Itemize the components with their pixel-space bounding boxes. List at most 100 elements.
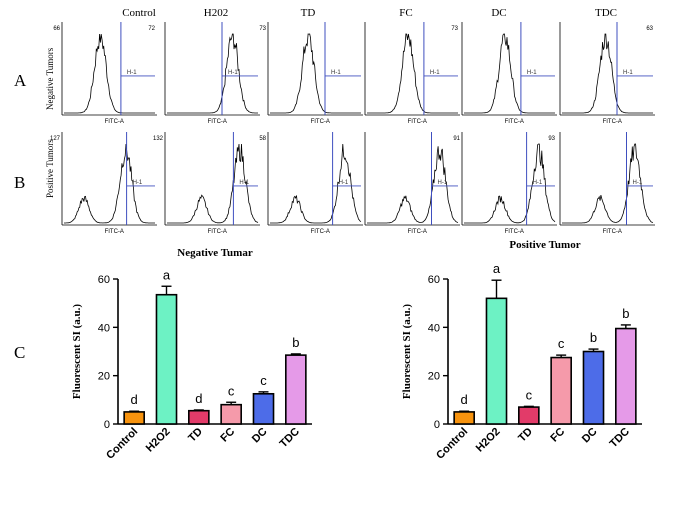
x-tick-label: TDC xyxy=(277,426,302,451)
significance-letter: b xyxy=(292,335,299,350)
x-tick-label: H2O2 xyxy=(474,426,503,455)
bar-tdc xyxy=(615,327,637,425)
histogram-trace xyxy=(167,143,259,224)
gate-label: H-1 xyxy=(228,70,238,76)
flow-histogram-grid: H-1 FITC-A 66 72 H-1 FITC-A H-1 FITC-A 73 H-1 FITC… xyxy=(50,22,655,235)
col-header-fc: FC xyxy=(399,7,412,19)
histogram-panel-a-5: H-1 FITC-A xyxy=(461,22,557,125)
bar-control xyxy=(123,411,145,425)
significance-letter: b xyxy=(622,306,629,321)
hist-xlabel: FITC-A xyxy=(408,229,427,235)
gate-label: H-1 xyxy=(438,180,448,186)
histogram-panel-b-1: H-1 FITC-A 127 xyxy=(50,132,157,235)
x-tick-label: Control xyxy=(434,426,470,462)
hist-xlabel: FITC-A xyxy=(105,119,124,125)
histogram-trace xyxy=(64,143,155,224)
histogram-trace xyxy=(270,143,362,224)
gate-label: H-1 xyxy=(133,180,143,186)
histogram-panel-a-4: H-1 FITC-A 73 xyxy=(364,22,460,125)
gate-label: H-1 xyxy=(239,180,249,186)
significance-letter: c xyxy=(260,373,267,388)
hist-count: 63 xyxy=(646,26,653,32)
histogram-trace xyxy=(464,33,555,114)
bar-h2o2 xyxy=(485,297,508,425)
hist-ymax: 58 xyxy=(259,136,266,142)
histogram-panel-b-5: H-1 FITC-A 91 93 xyxy=(453,132,557,235)
y-tick-label: 40 xyxy=(428,322,440,334)
hist-count: 93 xyxy=(548,136,555,142)
hist-xlabel: FITC-A xyxy=(311,119,330,125)
histogram-panel-b-2: H-1 FITC-A 132 xyxy=(153,132,260,235)
histogram-trace xyxy=(64,33,155,114)
histogram-panel-b-4: H-1 FITC-A xyxy=(364,132,460,235)
x-tick-label: DC xyxy=(250,426,270,446)
x-tick-label: DC xyxy=(580,426,600,446)
histogram-panel-a-6: H-1 FITC-A 63 xyxy=(559,22,655,125)
x-tick-label: TD xyxy=(186,426,205,445)
hist-xlabel: FITC-A xyxy=(408,119,427,125)
col-header-control: Control xyxy=(122,7,156,19)
hist-count: 73 xyxy=(451,26,458,32)
gate-label: H-1 xyxy=(533,180,543,186)
hist-xlabel: FITC-A xyxy=(311,229,330,235)
hist-xlabel: FITC-A xyxy=(208,119,227,125)
histogram-trace xyxy=(367,146,459,224)
hist-ymax: 127 xyxy=(50,136,61,142)
x-tick-label: H2O2 xyxy=(144,426,173,455)
gate-label: H-1 xyxy=(430,70,440,76)
histogram-panel-b-6: H-1 FITC-A xyxy=(559,132,655,235)
significance-letter: d xyxy=(131,392,138,407)
hist-xlabel: FITC-A xyxy=(603,229,622,235)
column-headers: Control H202 TD FC DC TDC xyxy=(122,7,617,19)
col-header-td: TD xyxy=(301,7,316,19)
bar-fc xyxy=(220,403,242,425)
histogram-panel-a-1: H-1 FITC-A 66 72 xyxy=(53,22,157,125)
significance-letter: a xyxy=(163,267,171,282)
row-label-b: B xyxy=(14,173,25,192)
histogram-panel-a-2: H-1 FITC-A xyxy=(164,22,260,125)
bar-chart-positive: Positive Tumor Fluorescent SI (a.u.) 0 20 40… xyxy=(401,239,642,462)
x-tick-label: Control xyxy=(104,426,140,462)
y-tick-label: 60 xyxy=(428,274,440,286)
significance-letter: c xyxy=(228,383,235,398)
y-tick-label: 40 xyxy=(98,322,110,334)
hist-xlabel: FITC-A xyxy=(208,229,227,235)
histogram-trace xyxy=(464,143,556,224)
hist-ymax: 132 xyxy=(153,136,164,142)
bar-tdc xyxy=(285,354,307,425)
gate-label: H-1 xyxy=(339,180,349,186)
gate-label: H-1 xyxy=(633,180,643,186)
row-title-negative: Negative Tumors xyxy=(45,47,55,110)
col-header-dc: DC xyxy=(491,7,506,19)
x-tick-label: TDC xyxy=(607,426,632,451)
significance-letter: a xyxy=(493,261,501,276)
histogram-trace xyxy=(562,143,654,224)
row-label-a: A xyxy=(14,71,27,90)
y-axis-label: Fluorescent SI (a.u.) xyxy=(401,304,413,399)
bar-chart-negative: Negative Tumar Fluorescent SI (a.u.) 0 20 40… xyxy=(71,247,312,462)
significance-letter: c xyxy=(526,387,533,402)
histogram-trace xyxy=(270,33,361,114)
hist-ymax: 66 xyxy=(53,26,60,32)
x-tick-label: TD xyxy=(516,426,535,445)
hist-ymax: 91 xyxy=(453,136,460,142)
significance-letter: d xyxy=(461,392,468,407)
chart-title: Negative Tumar xyxy=(177,247,253,259)
row-label-c: C xyxy=(14,343,25,362)
bar-dc xyxy=(582,350,605,425)
significance-letter: d xyxy=(195,391,202,406)
y-axis-label: Fluorescent SI (a.u.) xyxy=(71,304,83,399)
bar-td xyxy=(188,409,210,425)
bar-dc xyxy=(252,392,275,425)
histogram-panel-a-3: H-1 FITC-A 73 xyxy=(259,22,363,125)
histogram-trace xyxy=(167,33,258,114)
bar-h2o2 xyxy=(155,293,178,425)
hist-xlabel: FITC-A xyxy=(505,119,524,125)
y-tick-label: 0 xyxy=(434,419,440,431)
hist-xlabel: FITC-A xyxy=(603,119,622,125)
bar-fc xyxy=(550,356,572,425)
y-tick-label: 0 xyxy=(104,419,110,431)
col-header-h202: H202 xyxy=(204,7,228,19)
x-tick-label: FC xyxy=(218,426,237,445)
significance-letter: c xyxy=(558,336,565,351)
